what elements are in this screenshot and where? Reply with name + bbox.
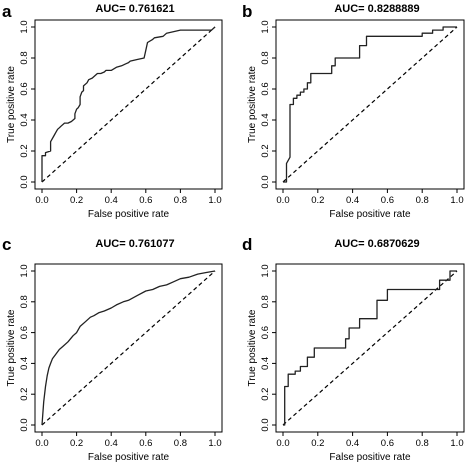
x-tick-label: 0.6 bbox=[139, 438, 152, 449]
auc-title: AUC= 0.761621 bbox=[95, 3, 174, 15]
x-tick-label: 0.2 bbox=[311, 438, 324, 449]
y-tick-label: 0.4 bbox=[260, 113, 271, 126]
roc-curve bbox=[283, 26, 457, 183]
x-axis-label: False positive rate bbox=[88, 452, 170, 463]
y-tick-label: 0.0 bbox=[260, 418, 271, 431]
x-tick-label: 0.0 bbox=[276, 195, 289, 206]
y-tick-label: 0.4 bbox=[260, 357, 271, 370]
panel-letter: b bbox=[242, 2, 252, 21]
auc-title: AUC= 0.6870629 bbox=[334, 238, 419, 250]
x-tick-label: 0.4 bbox=[346, 195, 359, 206]
x-tick-label: 1.0 bbox=[450, 438, 463, 449]
y-tick-label: 0.8 bbox=[19, 51, 30, 64]
roc-panel-d: d AUC= 0.6870629 0.0 0.2 0.4 0.6 0.8 1.0 0.0 0.2 0… bbox=[242, 235, 465, 463]
plot-frame bbox=[275, 19, 465, 190]
panel-letter: a bbox=[2, 2, 12, 21]
x-tick-label: 0.6 bbox=[139, 195, 152, 206]
y-tick-label: 0.2 bbox=[19, 144, 30, 157]
reference-diagonal bbox=[282, 26, 458, 183]
roc-curve bbox=[41, 26, 216, 182]
y-tick-label: 0.0 bbox=[260, 175, 271, 188]
reference-diagonal bbox=[41, 270, 216, 426]
x-tick-label: 1.0 bbox=[208, 438, 221, 449]
y-axis-label: True positive rate bbox=[247, 309, 258, 386]
reference-diagonal bbox=[41, 26, 216, 183]
roc-curve bbox=[283, 270, 457, 426]
y-tick-label: 0.6 bbox=[19, 82, 30, 95]
y-axis-label: True positive rate bbox=[6, 66, 17, 143]
y-tick-label: 1.0 bbox=[19, 264, 30, 277]
y-tick-label: 0.8 bbox=[260, 51, 271, 64]
x-tick-label: 0.4 bbox=[105, 438, 118, 449]
y-tick-label: 0.0 bbox=[19, 175, 30, 188]
x-tick-label: 0.2 bbox=[70, 438, 83, 449]
x-tick-label: 1.0 bbox=[208, 195, 221, 206]
x-tick-label: 0.4 bbox=[346, 438, 359, 449]
x-tick-label: 0.2 bbox=[70, 195, 83, 206]
x-axis-label: False positive rate bbox=[329, 452, 411, 463]
x-tick-label: 0.8 bbox=[174, 195, 187, 206]
y-tick-label: 0.4 bbox=[19, 113, 30, 126]
y-tick-label: 0.6 bbox=[260, 82, 271, 95]
x-tick-label: 0.2 bbox=[311, 195, 324, 206]
roc-panel-b: b AUC= 0.8288889 0.0 0.2 0.4 0.6 0.8 1.0 0.0 0.2 0… bbox=[242, 2, 465, 220]
y-tick-label: 1.0 bbox=[260, 264, 271, 277]
x-tick-label: 0.8 bbox=[416, 438, 429, 449]
y-tick-label: 0.2 bbox=[260, 388, 271, 401]
auc-title: AUC= 0.8288889 bbox=[334, 3, 419, 15]
x-axis-label: False positive rate bbox=[329, 209, 411, 220]
y-tick-label: 1.0 bbox=[260, 20, 271, 33]
x-tick-label: 0.6 bbox=[381, 195, 394, 206]
auc-title: AUC= 0.761077 bbox=[95, 238, 174, 250]
reference-diagonal bbox=[282, 270, 458, 426]
y-tick-label: 0.2 bbox=[260, 144, 271, 157]
y-tick-label: 0.4 bbox=[19, 357, 30, 370]
y-tick-label: 0.8 bbox=[19, 295, 30, 308]
x-tick-label: 0.6 bbox=[381, 438, 394, 449]
x-tick-label: 1.0 bbox=[450, 195, 463, 206]
x-tick-label: 0.0 bbox=[35, 195, 48, 206]
x-tick-label: 0.8 bbox=[174, 438, 187, 449]
x-tick-label: 0.8 bbox=[416, 195, 429, 206]
x-tick-label: 0.0 bbox=[276, 438, 289, 449]
y-tick-label: 1.0 bbox=[19, 20, 30, 33]
y-tick-label: 0.2 bbox=[19, 388, 30, 401]
y-tick-label: 0.0 bbox=[19, 418, 30, 431]
y-tick-label: 0.6 bbox=[19, 326, 30, 339]
plot-frame bbox=[34, 263, 223, 433]
roc-panel-a: a AUC= 0.761621 0.0 0.2 0.4 0.6 0.8 1.0 0.0 0.2 0.… bbox=[2, 2, 223, 220]
x-tick-label: 0.0 bbox=[35, 438, 48, 449]
panel-letter: c bbox=[2, 235, 11, 254]
y-tick-label: 0.6 bbox=[260, 326, 271, 339]
plot-frame bbox=[275, 263, 465, 433]
panel-letter: d bbox=[242, 235, 252, 254]
plot-frame bbox=[34, 19, 223, 190]
x-tick-label: 0.4 bbox=[105, 195, 118, 206]
roc-curve bbox=[41, 270, 216, 426]
x-axis-label: False positive rate bbox=[88, 209, 170, 220]
roc-panel-c: c AUC= 0.761077 0.0 0.2 0.4 0.6 0.8 1.0 0.0 0.2 0.… bbox=[2, 235, 223, 463]
y-axis-label: True positive rate bbox=[247, 66, 258, 143]
y-axis-label: True positive rate bbox=[6, 309, 17, 386]
y-tick-label: 0.8 bbox=[260, 295, 271, 308]
